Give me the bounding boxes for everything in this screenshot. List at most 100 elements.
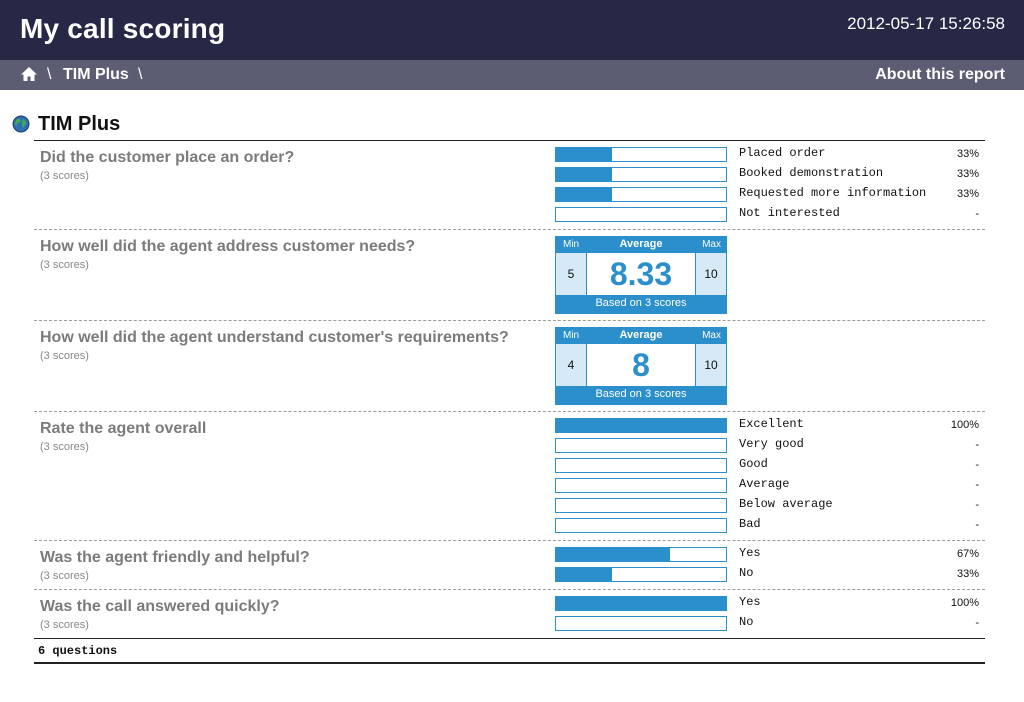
breadcrumb-separator: \ <box>47 66 52 83</box>
row-divider <box>34 320 985 321</box>
option-percentage: 33% <box>956 568 979 580</box>
table-top-rule <box>34 140 985 141</box>
option-percentage: - <box>975 617 979 629</box>
question-text: How well did the agent understand custom… <box>40 329 509 346</box>
min-value: 4 <box>556 344 586 386</box>
option-label: Excellent <box>739 417 804 431</box>
option-label: No <box>739 566 754 580</box>
row-divider <box>34 411 985 412</box>
option-bar-fill <box>556 419 726 432</box>
row-divider <box>34 589 985 590</box>
option-label: Good <box>739 457 768 471</box>
question-block: Rate the agent overall (3 scores) <box>40 420 206 453</box>
option-label: No <box>739 615 754 629</box>
option-bar <box>555 547 727 562</box>
average-score-box: Min Average Max 5 8.33 10 Based on 3 sco… <box>555 236 727 314</box>
option-bar-fill <box>556 148 613 161</box>
globe-icon <box>12 115 30 133</box>
option-bar <box>555 596 727 611</box>
option-percentage: - <box>975 459 979 471</box>
option-percentage: 33% <box>956 168 979 180</box>
score-count: (3 scores) <box>40 350 89 362</box>
breadcrumb: \ TIM Plus \ About this report <box>0 60 1024 90</box>
option-label: Average <box>739 477 790 491</box>
option-percentage: - <box>975 208 979 220</box>
option-percentage: 100% <box>950 597 979 609</box>
option-label: Requested more information <box>739 186 927 200</box>
question-block: Was the call answered quickly? (3 scores… <box>40 598 280 631</box>
question-block: How well did the agent address customer … <box>40 238 415 271</box>
average-value: 8.33 <box>587 253 695 295</box>
question-block: Did the customer place an order? (3 scor… <box>40 149 294 182</box>
option-bar-fill <box>556 168 613 181</box>
average-value: 8 <box>587 344 695 386</box>
based-on-text: Based on 3 scores <box>595 388 687 400</box>
max-value: 10 <box>696 253 726 295</box>
page-title: My call scoring <box>20 13 226 44</box>
option-percentage: - <box>975 439 979 451</box>
min-label: Min <box>563 239 580 250</box>
option-percentage: 33% <box>956 188 979 200</box>
section-title: TIM Plus <box>38 113 121 135</box>
option-percentage: 33% <box>956 148 979 160</box>
option-bar-fill <box>556 597 726 610</box>
table-end-rule <box>34 662 985 664</box>
row-divider <box>34 540 985 541</box>
option-bar-fill <box>556 548 670 561</box>
question-text: Was the agent friendly and helpful? <box>40 549 310 566</box>
breadcrumb-item-tim-plus[interactable]: TIM Plus <box>63 66 129 83</box>
question-text: How well did the agent address customer … <box>40 238 416 255</box>
option-bar <box>555 147 727 162</box>
option-bar <box>555 498 727 513</box>
option-bar <box>555 438 727 453</box>
question-block: How well did the agent understand custom… <box>40 329 509 362</box>
row-divider <box>34 229 985 230</box>
option-percentage: - <box>975 479 979 491</box>
score-count: (3 scores) <box>40 170 89 182</box>
option-bar <box>555 458 727 473</box>
option-label: Yes <box>739 546 761 560</box>
average-label: Average <box>619 329 663 341</box>
option-bar-fill <box>556 568 613 581</box>
option-percentage: - <box>975 519 979 531</box>
average-score-box: Min Average Max 4 8 10 Based on 3 scores <box>555 327 727 405</box>
table-bottom-rule <box>34 638 985 639</box>
score-count: (3 scores) <box>40 570 89 582</box>
option-label: Bad <box>739 517 761 531</box>
breadcrumb-separator: \ <box>138 66 143 83</box>
option-bar <box>555 187 727 202</box>
option-bar <box>555 616 727 631</box>
score-count: (3 scores) <box>40 259 89 271</box>
max-label: Max <box>702 239 721 250</box>
average-label: Average <box>619 238 663 250</box>
option-label: Yes <box>739 595 761 609</box>
option-label: Not interested <box>739 206 840 220</box>
about-report-link[interactable]: About this report <box>875 66 1005 83</box>
question-text: Did the customer place an order? <box>40 149 295 166</box>
question-count: 6 questions <box>38 644 118 658</box>
option-label: Below average <box>739 497 833 511</box>
option-bar <box>555 518 727 533</box>
min-label: Min <box>563 330 580 341</box>
option-percentage: 67% <box>956 548 979 560</box>
min-value: 5 <box>556 253 586 295</box>
option-label: Very good <box>739 437 804 451</box>
option-bar-fill <box>556 188 613 201</box>
score-count: (3 scores) <box>40 619 89 631</box>
score-count: (3 scores) <box>40 441 89 453</box>
option-percentage: - <box>975 499 979 511</box>
question-text: Was the call answered quickly? <box>40 598 280 615</box>
option-bar <box>555 167 727 182</box>
max-label: Max <box>702 330 721 341</box>
home-icon[interactable] <box>20 66 38 82</box>
option-bar <box>555 567 727 582</box>
question-text: Rate the agent overall <box>40 420 207 437</box>
report-header: My call scoring 2012-05-17 15:26:58 <box>0 0 1024 60</box>
report-timestamp: 2012-05-17 15:26:58 <box>847 14 1005 33</box>
max-value: 10 <box>696 344 726 386</box>
option-label: Booked demonstration <box>739 166 884 180</box>
question-block: Was the agent friendly and helpful? (3 s… <box>40 549 310 582</box>
option-bar <box>555 478 727 493</box>
option-percentage: 100% <box>950 419 979 431</box>
option-bar <box>555 207 727 222</box>
